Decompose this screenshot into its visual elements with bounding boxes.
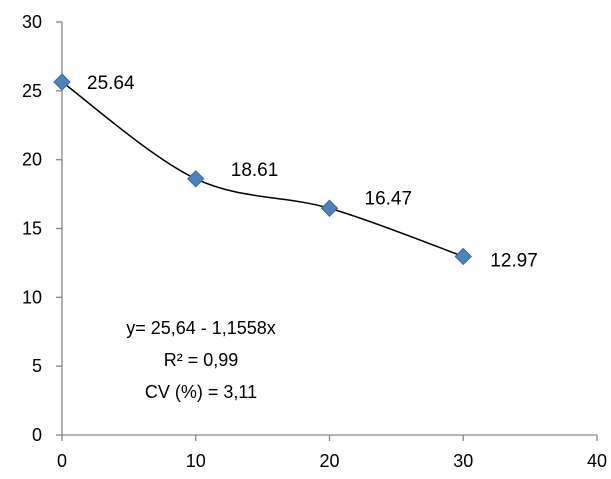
data-point (454, 247, 472, 266)
data-label: 18.61 (231, 160, 279, 181)
y-tick-label: 10 (22, 287, 42, 307)
data-labels: 25.64 18.61 16.47 12.97 (87, 73, 538, 271)
y-tick-label: 5 (32, 356, 42, 376)
r-squared-text: R² = 0,99 (164, 350, 239, 370)
cv-text: CV (%) = 3,11 (145, 382, 257, 402)
equation-text: y= 25,64 - 1,1558x (126, 318, 276, 338)
axes: 0 5 10 15 20 25 30 0 10 20 30 40 (22, 12, 607, 471)
x-tick-label: 40 (587, 451, 607, 471)
y-tick-label: 30 (22, 12, 42, 32)
data-point (320, 199, 339, 217)
y-tick-label: 0 (32, 425, 42, 445)
data-label: 12.97 (490, 250, 538, 271)
y-tick-label: 20 (22, 150, 42, 170)
trend-curve (61, 81, 464, 258)
data-point (187, 170, 205, 188)
x-tick-label: 20 (319, 451, 339, 471)
y-tick-label: 15 (22, 219, 42, 239)
data-label: 25.64 (87, 73, 135, 94)
x-tick-label: 10 (186, 451, 206, 471)
equation-annotations: y= 25,64 - 1,1558x R² = 0,99 CV (%) = 3,… (126, 318, 276, 402)
trendline-layer (61, 81, 464, 258)
data-label: 16.47 (365, 188, 413, 209)
y-tick-label: 25 (22, 81, 42, 101)
x-tick-label: 30 (453, 451, 473, 471)
data-point (53, 73, 71, 91)
x-tick-label: 0 (57, 451, 67, 471)
data-points (53, 73, 472, 266)
